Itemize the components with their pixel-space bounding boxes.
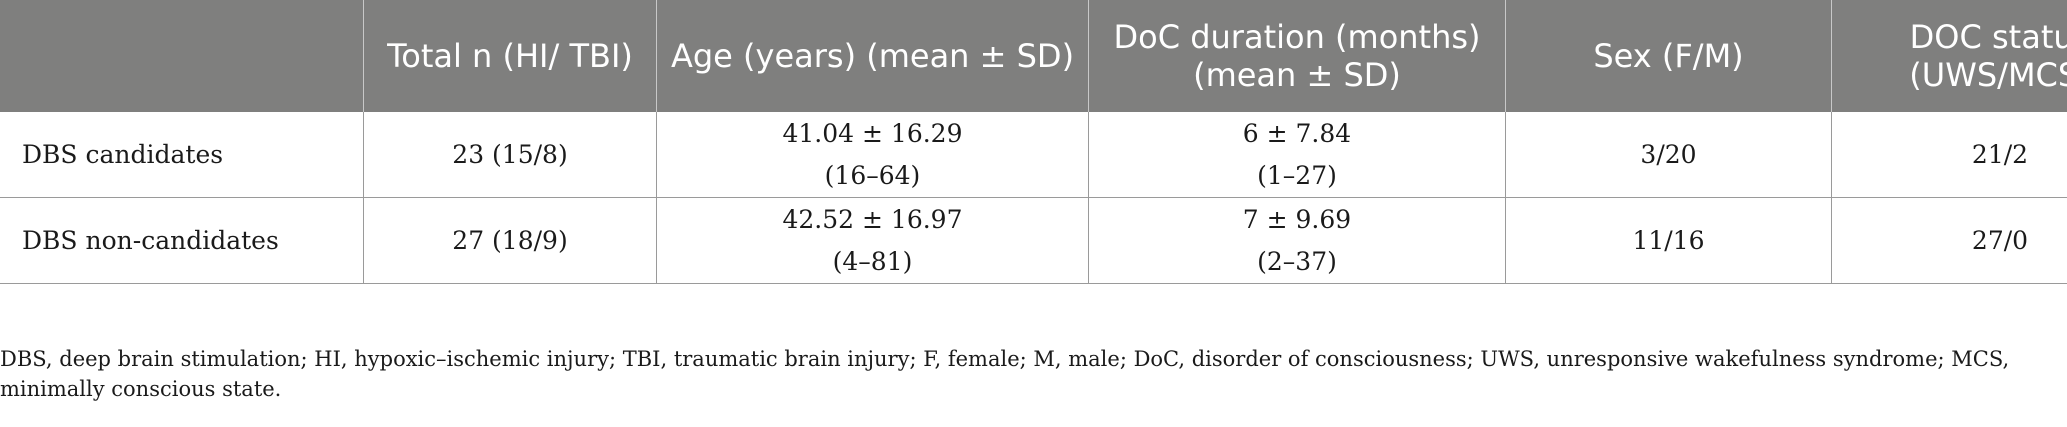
row-label: DBS non-candidates (0, 197, 364, 284)
header-cell-sex: Sex (F/M) (1505, 0, 1832, 112)
demographics-table: Total n (HI/ TBI) Age (years) (mean ± SD… (0, 0, 2067, 284)
header-cell-doc-duration: DoC duration (months) (mean ± SD) (1088, 0, 1506, 112)
header-row: Total n (HI/ TBI) Age (years) (mean ± SD… (0, 0, 2067, 112)
cell-age-mean: 42.52 ± 16.97 (782, 204, 963, 234)
cell-age-range: (16–64) (824, 160, 921, 190)
cell-doc-status: 21/2 (1831, 112, 2067, 198)
row-label: DBS candidates (0, 112, 364, 198)
cell-sex: 3/20 (1505, 112, 1832, 198)
table-body: DBS candidates 23 (15/8) 41.04 ± 16.29 (… (0, 112, 2067, 284)
cell-age: 41.04 ± 16.29 (16–64) (656, 112, 1089, 198)
header-cell-doc-status: DOC status (UWS/MCS) (1831, 0, 2067, 112)
table-row: DBS candidates 23 (15/8) 41.04 ± 16.29 (… (0, 112, 2067, 198)
cell-age: 42.52 ± 16.97 (4–81) (656, 197, 1089, 284)
header-cell-empty (0, 0, 364, 112)
cell-doc-range: (2–37) (1257, 246, 1337, 276)
cell-age-mean: 41.04 ± 16.29 (782, 118, 963, 148)
cell-age-range: (4–81) (832, 246, 913, 276)
cell-doc-duration: 7 ± 9.69 (2–37) (1088, 197, 1506, 284)
header-cell-age: Age (years) (mean ± SD) (656, 0, 1089, 112)
cell-doc-mean: 7 ± 9.69 (1242, 204, 1352, 234)
table-footnote: DBS, deep brain stimulation; HI, hypoxic… (0, 347, 2010, 401)
table-row: DBS non-candidates 27 (18/9) 42.52 ± 16.… (0, 197, 2067, 284)
cell-doc-range: (1–27) (1257, 160, 1337, 190)
cell-total: 23 (15/8) (363, 112, 657, 198)
demographics-table-container: Total n (HI/ TBI) Age (years) (mean ± SD… (0, 0, 2067, 284)
table-header: Total n (HI/ TBI) Age (years) (mean ± SD… (0, 0, 2067, 112)
header-cell-total: Total n (HI/ TBI) (363, 0, 657, 112)
cell-doc-status: 27/0 (1831, 197, 2067, 284)
cell-doc-duration: 6 ± 7.84 (1–27) (1088, 112, 1506, 198)
cell-sex: 11/16 (1505, 197, 1832, 284)
cell-total: 27 (18/9) (363, 197, 657, 284)
cell-doc-mean: 6 ± 7.84 (1242, 118, 1352, 148)
